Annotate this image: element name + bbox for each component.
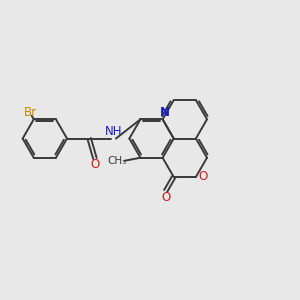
Text: O: O xyxy=(198,170,207,183)
Text: CH₃: CH₃ xyxy=(108,156,127,166)
Text: N: N xyxy=(160,106,170,119)
Text: Br: Br xyxy=(24,106,37,119)
Text: NH: NH xyxy=(105,125,123,138)
Text: O: O xyxy=(90,158,100,171)
Text: O: O xyxy=(162,191,171,204)
